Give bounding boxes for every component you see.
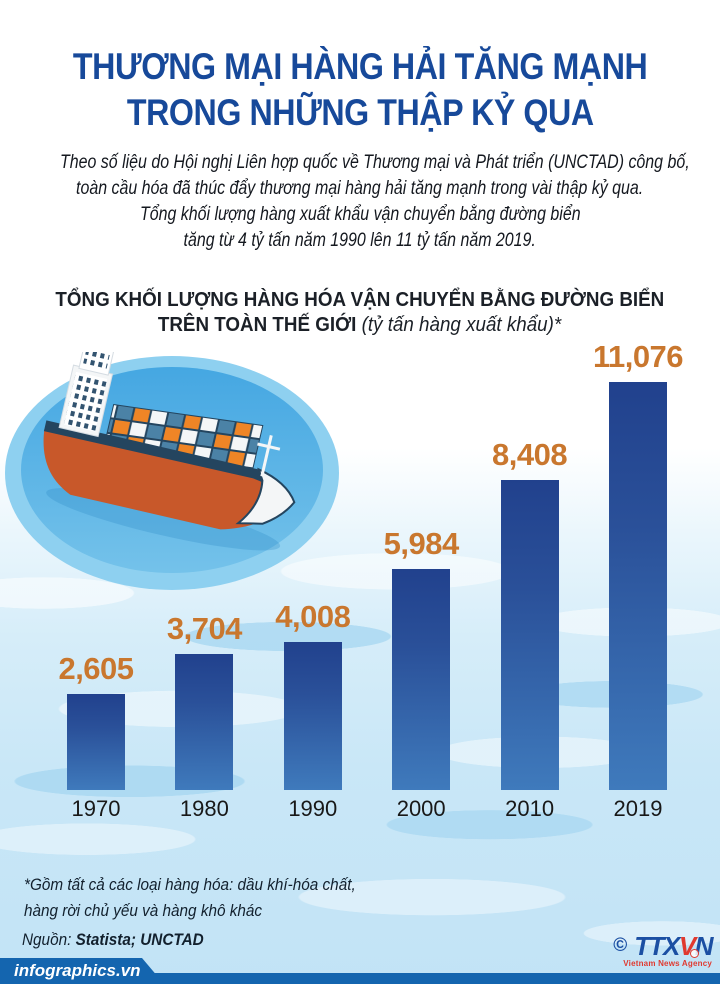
hull [43,429,289,530]
footnote-line1: *Gồm tất cả các loại hàng hóa: dầu khí-h… [24,875,356,894]
footnote-line2: hàng rời chủ yếu và hàng khô khác [24,901,263,920]
source-label: Nguồn: [22,930,72,949]
bar-value-label: 2,605 [58,651,134,686]
bar-value-label: 5,984 [383,526,460,561]
footer-banner: infographics.vn [0,958,164,984]
bar-year-label: 1980 [179,796,229,821]
intro-line: Tổng khối lượng hàng xuất khẩu vận chuyể… [139,204,581,225]
bar-year-label: 2000 [396,796,446,821]
bar-year-label: 1990 [288,796,338,821]
bar-year-label: 2019 [613,796,663,821]
page-title-line2: TRONG NHỮNG THẬP KỶ QUA [126,92,594,133]
page-title-line1: THƯƠNG MẠI HÀNG HẢI TĂNG MẠNH [72,46,648,87]
ttxvn-logo-row: © TTXVN [572,931,714,961]
bar-value-label: 8,408 [492,437,568,472]
ttxvn-letters: TTXVN [634,931,714,961]
ttxvn-ttx: TTX [634,931,680,961]
bow-crossbar [257,442,281,451]
intro-line: toàn cầu hóa đã thúc đẩy thương mại hàng… [76,178,644,199]
ttxvn-logo: © TTXVN Vietnam News Agency [572,931,714,968]
ship-shadow [46,488,281,551]
ttxvn-subtitle: Vietnam News Agency [623,959,712,968]
footnote: *Gồm tất cả các loại hàng hóa: dầu khí-h… [24,872,393,924]
bar-year-label: 2010 [505,796,555,821]
cargo-ship-svg [5,332,339,590]
chart-title-line2-bold: TRÊN TOÀN THẾ GIỚI [158,314,357,336]
bar-year-label: 1970 [71,796,121,821]
site-label: infographics.vn [14,961,141,980]
chart-title-line1: TỔNG KHỐI LƯỢNG HÀNG HÓA VẬN CHUYỂN BẰNG… [55,289,665,311]
ttxvn-n: N [694,931,714,961]
bar [500,480,559,790]
chart-title-line2: TRÊN TOÀN THẾ GIỚI (tỷ tấn hàng xuất khẩ… [158,313,561,338]
bar-value-label: 3,704 [166,611,243,646]
globe-icon [690,949,700,958]
bar-value-label: 11,076 [592,339,684,374]
source-value: Statista; UNCTAD [75,930,204,949]
cargo-ship-illustration [2,332,345,595]
bow [235,467,296,525]
bar-value-label: 4,008 [275,599,351,634]
ship-group [43,332,296,551]
intro-line: Theo số liệu do Hội nghị Liên hợp quốc v… [59,152,690,173]
source-line: Nguồn: Statista; UNCTAD [22,930,224,950]
source-inner: Nguồn: Statista; UNCTAD [22,930,204,950]
chart-title: TỔNG KHỐI LƯỢNG HÀNG HÓA VẬN CHUYỂN BẰNG… [0,288,720,338]
page-title: THƯƠNG MẠI HÀNG HẢI TĂNG MẠNH TRONG NHỮN… [0,44,720,136]
superstructure-windows [63,371,108,432]
copyright-icon: © [613,935,628,956]
bottom-strip [0,973,720,984]
hull-band [43,420,295,508]
intro-line: tăng từ 4 tỷ tấn năm 1990 lên 11 tỷ tấn … [183,230,537,251]
bar [175,654,234,790]
bar [283,642,342,790]
bar [67,694,125,790]
bar [392,569,451,790]
intro-paragraph: Theo số liệu do Hội nghị Liên hợp quốc v… [0,150,720,254]
chart-title-line2-unit: (tỷ tấn hàng xuất khẩu)* [362,314,562,336]
bridge-windows [82,349,110,371]
bar [609,382,667,790]
